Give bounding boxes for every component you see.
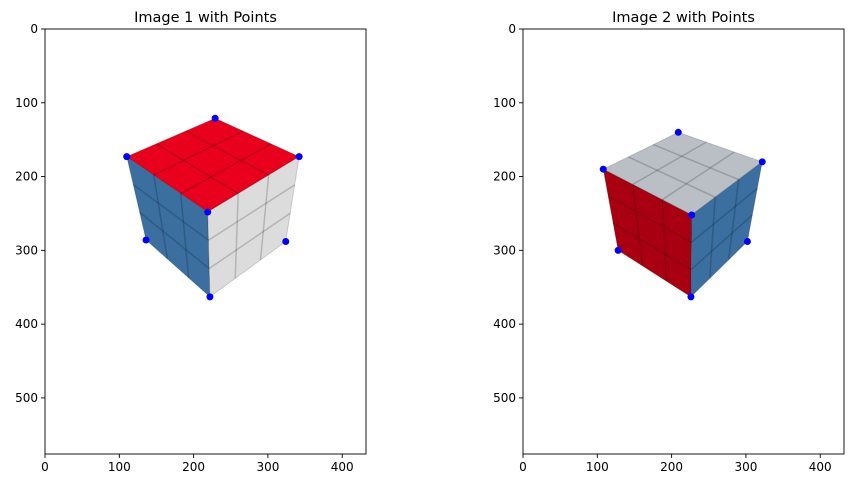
- data-point: [211, 114, 219, 122]
- cube-sticker-line: [185, 130, 270, 176]
- x-tick-label: 100: [586, 460, 609, 474]
- data-point: [687, 293, 695, 301]
- x-tick-label: 0: [519, 460, 527, 474]
- cube-sticker-line: [234, 193, 239, 279]
- x-tick-label: 400: [809, 460, 832, 474]
- cube-sticker-line: [259, 175, 270, 261]
- x-tick-label: 300: [734, 460, 757, 474]
- cube-sticker-line: [631, 184, 644, 266]
- x-tick-label: 100: [108, 460, 131, 474]
- cube-sticker-line: [632, 141, 707, 186]
- y-tick-label: 200: [493, 170, 516, 184]
- x-tick-label: 400: [331, 460, 354, 474]
- cube-sticker-line: [727, 179, 740, 261]
- data-point: [295, 153, 303, 161]
- cube-sticker-line: [132, 183, 209, 241]
- data-point: [142, 236, 150, 244]
- cube-sticker-line: [208, 212, 291, 270]
- x-tick-label: 0: [41, 460, 49, 474]
- cube-sticker-line: [179, 193, 190, 278]
- y-tick-label: 0: [508, 22, 516, 36]
- cube-sticker-line: [612, 222, 692, 271]
- y-tick-label: 200: [15, 170, 38, 184]
- y-tick-label: 500: [15, 391, 38, 405]
- cube-sticker-line: [180, 143, 272, 195]
- cube-sticker-line: [155, 143, 239, 195]
- cube-image: [125, 117, 301, 298]
- y-tick-label: 300: [493, 243, 516, 257]
- x-tick-label: 300: [256, 460, 279, 474]
- x-tick-label: 200: [182, 460, 205, 474]
- data-point: [599, 165, 607, 173]
- data-point: [282, 238, 290, 245]
- data-point: [123, 153, 131, 161]
- data-point: [688, 211, 696, 219]
- y-tick-label: 300: [15, 243, 38, 257]
- data-point: [743, 238, 751, 245]
- cube-sticker-line: [139, 211, 210, 270]
- cube-sticker-line: [690, 214, 753, 271]
- cube-sticker-line: [709, 197, 716, 279]
- x-tick-label: 200: [660, 460, 683, 474]
- y-tick-label: 0: [30, 22, 38, 36]
- y-tick-label: 100: [493, 96, 516, 110]
- cube-sticker-line: [661, 151, 735, 201]
- cube-sticker-line: [690, 187, 758, 243]
- axes-frame: [44, 28, 367, 455]
- cube-sticker-line: [652, 143, 740, 181]
- data-point: [206, 293, 214, 301]
- y-tick-label: 100: [15, 96, 38, 110]
- y-tick-label: 400: [493, 317, 516, 331]
- data-point: [204, 208, 212, 216]
- y-tick-label: 400: [15, 317, 38, 331]
- cube-sticker-line: [152, 174, 169, 260]
- chart-title: Image 1 with Points: [134, 10, 277, 26]
- chart-title: Image 2 with Points: [612, 10, 755, 26]
- data-point: [758, 158, 766, 166]
- data-point: [674, 128, 682, 136]
- data-point: [614, 246, 622, 254]
- cube-sticker-line: [153, 130, 244, 176]
- scatter-points: [599, 128, 766, 301]
- y-tick-label: 500: [493, 391, 516, 405]
- cube-sticker-line: [208, 184, 296, 241]
- subplot-image-1: Image 1 with Points 0 100 200 300 400 0 100 200 3…: [15, 10, 367, 474]
- axes-frame: [522, 28, 845, 455]
- scatter-points: [123, 114, 303, 301]
- subplot-image-2: Image 2 with Points 0 100 200 300 400 0 100 200 3…: [493, 10, 845, 474]
- cube-sticker-line: [627, 156, 716, 198]
- cube-sticker-line: [607, 195, 692, 243]
- cube-image: [602, 131, 764, 299]
- cube-sticker-line: [661, 199, 668, 282]
